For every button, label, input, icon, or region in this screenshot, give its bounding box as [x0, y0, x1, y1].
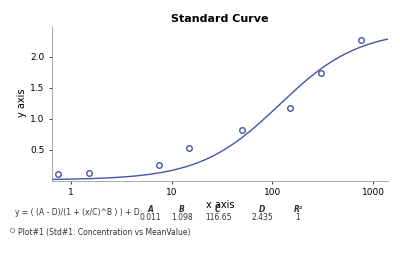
Text: 1: 1: [296, 213, 300, 222]
Text: Plot#1 (Std#1: Concentration vs MeanValue): Plot#1 (Std#1: Concentration vs MeanValu…: [18, 228, 190, 237]
Text: 2.435: 2.435: [251, 213, 273, 222]
Text: 0.011: 0.011: [139, 213, 161, 222]
Text: 1.098: 1.098: [171, 213, 193, 222]
Text: O: O: [10, 228, 15, 234]
Title: Standard Curve: Standard Curve: [171, 14, 269, 24]
Text: R²: R²: [293, 205, 303, 214]
Y-axis label: y axis: y axis: [17, 89, 27, 117]
Text: B: B: [179, 205, 185, 214]
Text: 116.65: 116.65: [205, 213, 231, 222]
Text: A: A: [147, 205, 153, 214]
Text: y = ( (A - D)/(1 + (x/C)^B ) ) + D:: y = ( (A - D)/(1 + (x/C)^B ) ) + D:: [15, 208, 142, 217]
Text: C: C: [215, 205, 221, 214]
Text: D: D: [259, 205, 265, 214]
X-axis label: x axis: x axis: [206, 200, 234, 210]
